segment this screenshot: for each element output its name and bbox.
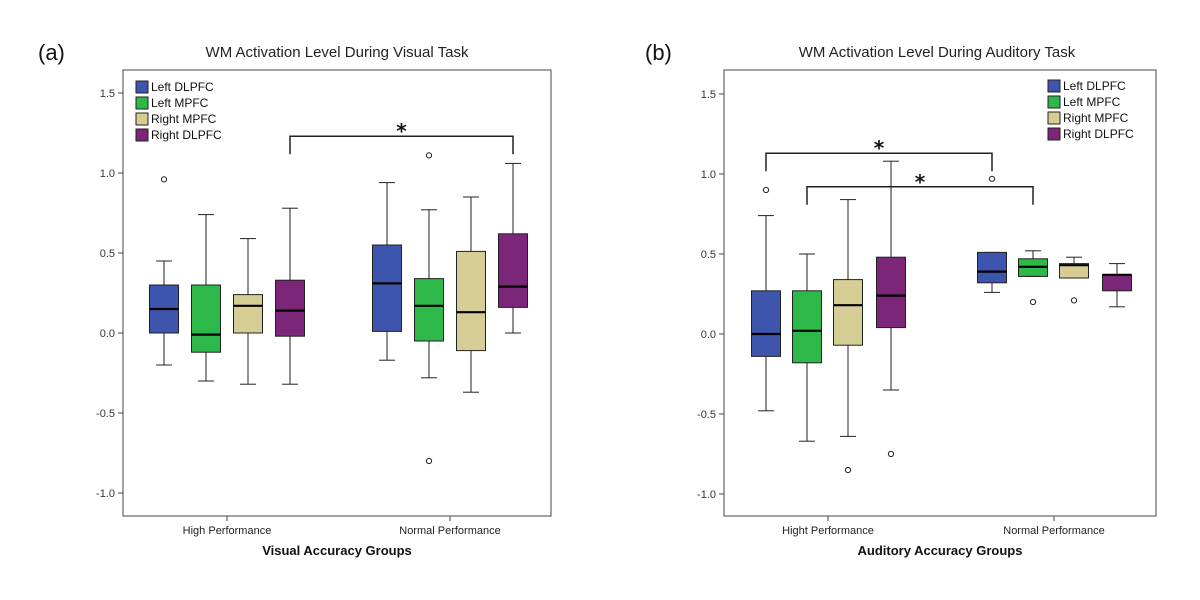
chart-svg-a: (a) WM Activation Level During Visual Ta… — [38, 40, 552, 558]
box-body — [876, 256, 906, 329]
legend-label: Left MPFC — [1063, 95, 1121, 109]
box-plot — [372, 182, 402, 361]
chart-svg-b: (b) WM Activation Level During Auditory … — [645, 40, 1157, 558]
chart-title: WM Activation Level During Visual Task — [206, 44, 469, 61]
box-plot — [1059, 256, 1089, 304]
box-plot — [792, 253, 822, 442]
box-body — [275, 279, 305, 337]
box-body — [233, 294, 263, 334]
box-body — [191, 284, 221, 353]
outlier-point — [1070, 297, 1078, 304]
box-body — [498, 233, 528, 308]
annotations-group: ** — [765, 136, 1034, 205]
box-body — [751, 290, 781, 357]
box-body — [372, 244, 402, 332]
legend-swatch — [1047, 95, 1061, 109]
box-body — [456, 250, 486, 352]
legend-label: Left DLPFC — [1063, 79, 1126, 93]
significance-star: * — [915, 170, 926, 194]
outlier-point — [762, 186, 770, 194]
y-tick-label: 0.0 — [100, 328, 115, 340]
boxes-group — [149, 152, 528, 465]
box-plot — [149, 176, 179, 366]
box-body — [833, 279, 863, 346]
category-label: High Performance — [183, 525, 272, 537]
box-plot — [1018, 250, 1048, 306]
y-tick-label: -0.5 — [697, 409, 716, 421]
legend-swatch — [1047, 127, 1061, 141]
legend-swatch — [135, 112, 149, 126]
legend-swatch — [1047, 111, 1061, 125]
box-plot — [751, 186, 781, 412]
box-body — [977, 251, 1007, 284]
y-tick-label: -1.0 — [697, 489, 716, 501]
box-plot — [275, 207, 305, 385]
annotations-group: * — [289, 119, 514, 155]
y-axis: 1.5 1.0 0.5 0.0 -0.5 -1.0 — [96, 88, 451, 521]
category-label: Normal Performance — [399, 525, 500, 537]
chart-title: WM Activation Level During Auditory Task — [799, 44, 1076, 61]
box-body — [1102, 274, 1132, 292]
box-plot — [233, 238, 263, 385]
outlier-point — [887, 450, 895, 458]
box-plot — [977, 175, 1007, 293]
y-tick-label: 0.0 — [701, 329, 716, 341]
legend-label: Left MPFC — [151, 96, 209, 110]
chart-panel-b: (b) WM Activation Level During Auditory … — [600, 0, 1200, 600]
panel-label: (b) — [645, 40, 672, 65]
box-plot — [876, 160, 906, 458]
box-body — [792, 290, 822, 364]
y-tick-label: -0.5 — [96, 408, 115, 420]
legend-swatch — [135, 128, 149, 142]
x-axis-title: Visual Accuracy Groups — [262, 543, 412, 558]
legend-swatch — [1047, 79, 1061, 93]
box-body — [1059, 263, 1089, 279]
box-plot — [833, 199, 863, 474]
box-plot — [1102, 263, 1132, 308]
plot-frame — [122, 69, 552, 517]
outlier-point — [844, 466, 852, 474]
box-plot — [414, 152, 444, 465]
legend-label: Right MPFC — [1063, 111, 1129, 125]
y-tick-label: 1.0 — [701, 169, 716, 181]
y-tick-label: 1.5 — [100, 88, 115, 100]
y-tick-label: 0.5 — [701, 249, 716, 261]
y-tick-label: 1.5 — [701, 89, 716, 101]
legend-label: Right DLPFC — [151, 128, 222, 142]
y-tick-label: 1.0 — [100, 168, 115, 180]
legend: Left DLPFC Left MPFC Right MPFC Right DLPFC — [1047, 79, 1134, 141]
legend-swatch — [135, 80, 149, 94]
box-body — [414, 278, 444, 342]
legend: Left DLPFC Left MPFC Right MPFC Right DLPFC — [135, 80, 222, 142]
outlier-point — [425, 457, 433, 465]
plot-frame — [723, 69, 1157, 517]
legend-swatch — [135, 96, 149, 110]
chart-panel-a: (a) WM Activation Level During Visual Ta… — [38, 40, 552, 558]
outlier-point — [1029, 298, 1037, 306]
outlier-point — [425, 152, 433, 159]
boxes-group — [751, 160, 1132, 474]
significance-bracket — [289, 135, 514, 155]
significance-star: * — [396, 119, 407, 143]
significance-bracket — [806, 186, 1034, 205]
y-axis: 1.5 1.0 0.5 0.0 -0.5 -1.0 — [697, 89, 1055, 521]
category-label: Hight Performance — [782, 525, 874, 537]
box-plot — [191, 214, 221, 382]
category-label: Normal Performance — [1003, 525, 1104, 537]
significance-star: * — [874, 136, 885, 160]
box-plot — [456, 196, 486, 393]
significance-bracket — [765, 152, 993, 172]
y-tick-label: -1.0 — [96, 488, 115, 500]
legend-label: Right MPFC — [151, 112, 217, 126]
legend-label: Right DLPFC — [1063, 127, 1134, 141]
outlier-point — [160, 176, 168, 183]
x-axis-title: Auditory Accuracy Groups — [858, 543, 1023, 558]
panel-label: (a) — [38, 40, 65, 65]
legend-label: Left DLPFC — [151, 80, 214, 94]
outlier-point — [988, 175, 996, 182]
box-plot — [498, 162, 528, 334]
y-tick-label: 0.5 — [100, 248, 115, 260]
